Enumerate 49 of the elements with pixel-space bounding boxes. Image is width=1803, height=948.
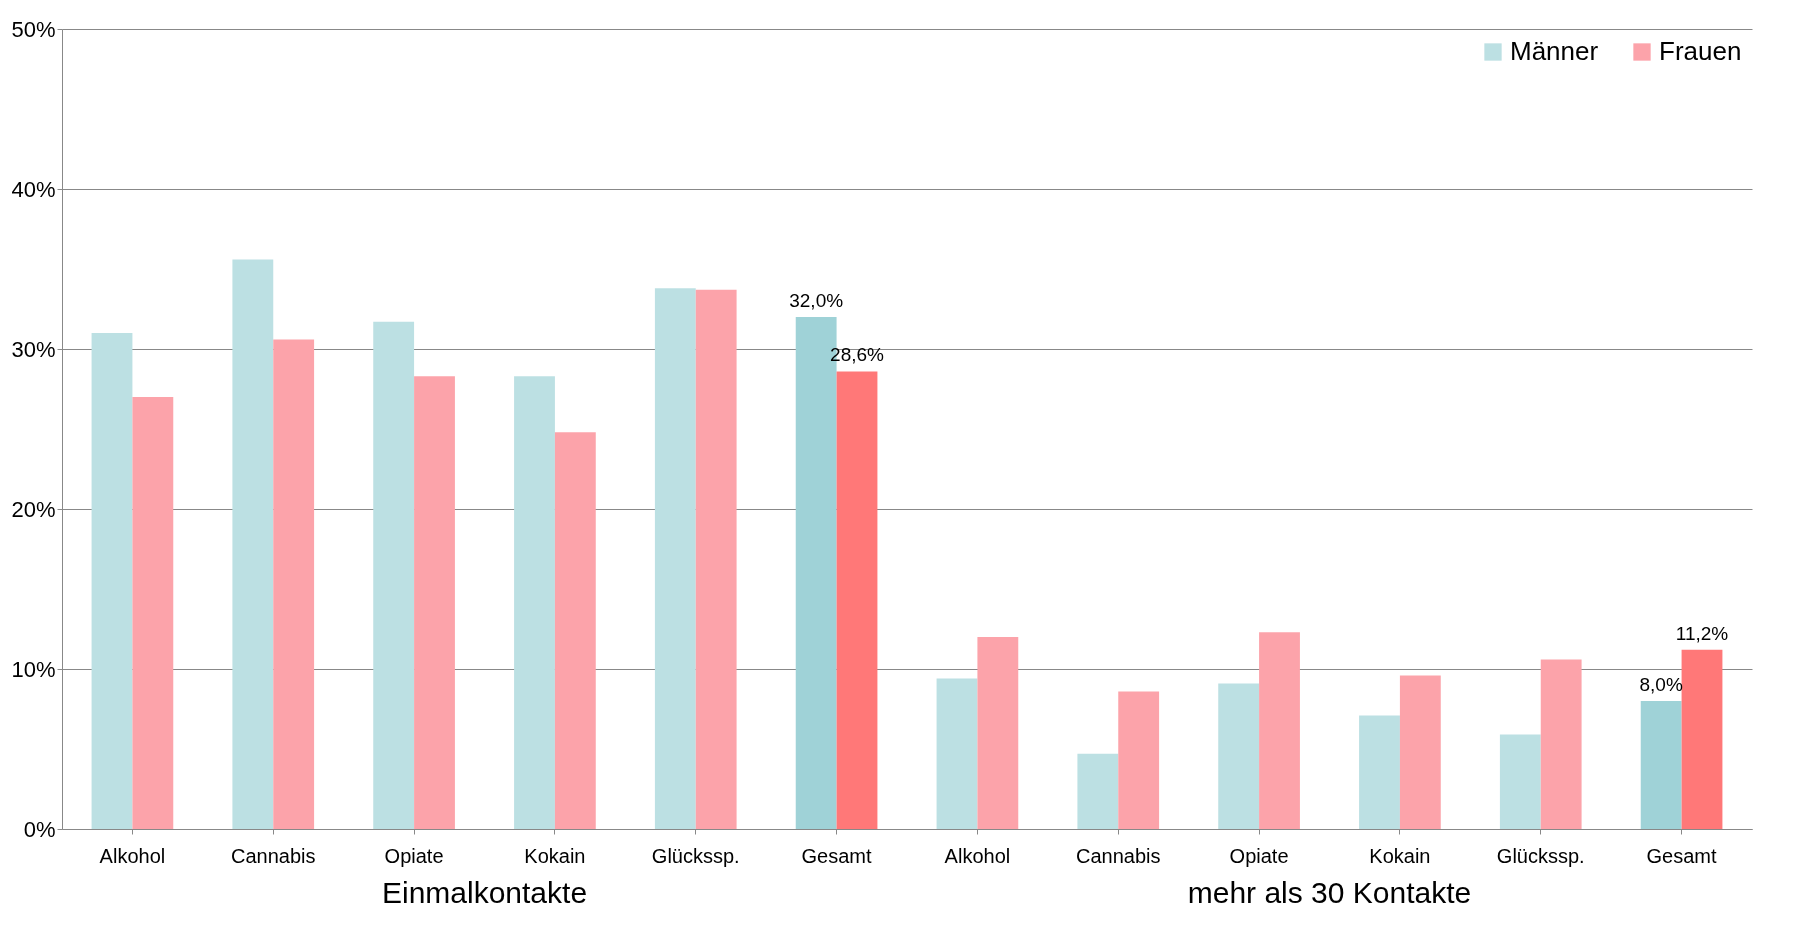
y-tick-label: 10% xyxy=(11,656,56,682)
bar xyxy=(1077,753,1119,829)
bar xyxy=(514,376,555,829)
x-tick-label: Glückssp. xyxy=(651,844,740,867)
x-tick-label: Opiate xyxy=(1229,844,1289,867)
x-tick-label: Alkohol xyxy=(99,844,166,867)
y-tick-label: 40% xyxy=(11,176,56,202)
x-tick-label: Alkohol xyxy=(944,844,1011,867)
legend-label: Männer xyxy=(1510,36,1599,66)
bar xyxy=(554,432,596,829)
bar xyxy=(1118,691,1160,829)
bar xyxy=(1640,701,1682,829)
bar xyxy=(695,289,737,829)
bar xyxy=(232,259,274,829)
bar xyxy=(1359,715,1400,829)
y-tick-label: 20% xyxy=(11,496,56,522)
x-tick-label: Kokain xyxy=(1369,844,1431,867)
x-tick-label: Kokain xyxy=(524,844,586,867)
bar xyxy=(936,678,978,829)
bar xyxy=(1218,683,1260,829)
bar xyxy=(1399,675,1441,829)
data-label: 32,0% xyxy=(789,290,844,311)
text: mehr als 30 Kontakte xyxy=(1187,876,1472,909)
bar xyxy=(1259,632,1300,829)
data-label: 28,6% xyxy=(830,344,885,366)
text: Einmalkontakte xyxy=(381,876,588,909)
y-tick-label: 50% xyxy=(11,16,56,42)
bar xyxy=(373,321,415,829)
legend-label: Frauen xyxy=(1659,36,1742,66)
y-tick-label: 0% xyxy=(23,816,56,842)
x-tick-label: Cannabis xyxy=(1075,844,1161,867)
x-tick-label: Gesamt xyxy=(801,844,873,867)
data-label: 11,2% xyxy=(1675,622,1729,644)
bar xyxy=(273,339,315,829)
bar xyxy=(1499,734,1541,829)
x-tick-label: Cannabis xyxy=(230,844,316,867)
bar xyxy=(414,376,455,829)
bar xyxy=(836,371,878,829)
bar xyxy=(654,288,696,829)
bar xyxy=(1681,649,1723,829)
y-tick-label: 30% xyxy=(11,336,56,362)
bar xyxy=(132,397,174,829)
bar xyxy=(91,333,133,829)
x-tick-label: Opiate xyxy=(384,844,444,867)
x-tick-label: Glückssp. xyxy=(1496,844,1585,867)
data-label: 8,0% xyxy=(1639,674,1683,695)
bar xyxy=(1540,659,1582,829)
x-tick-label: Gesamt xyxy=(1646,844,1718,867)
bar xyxy=(977,637,1019,829)
